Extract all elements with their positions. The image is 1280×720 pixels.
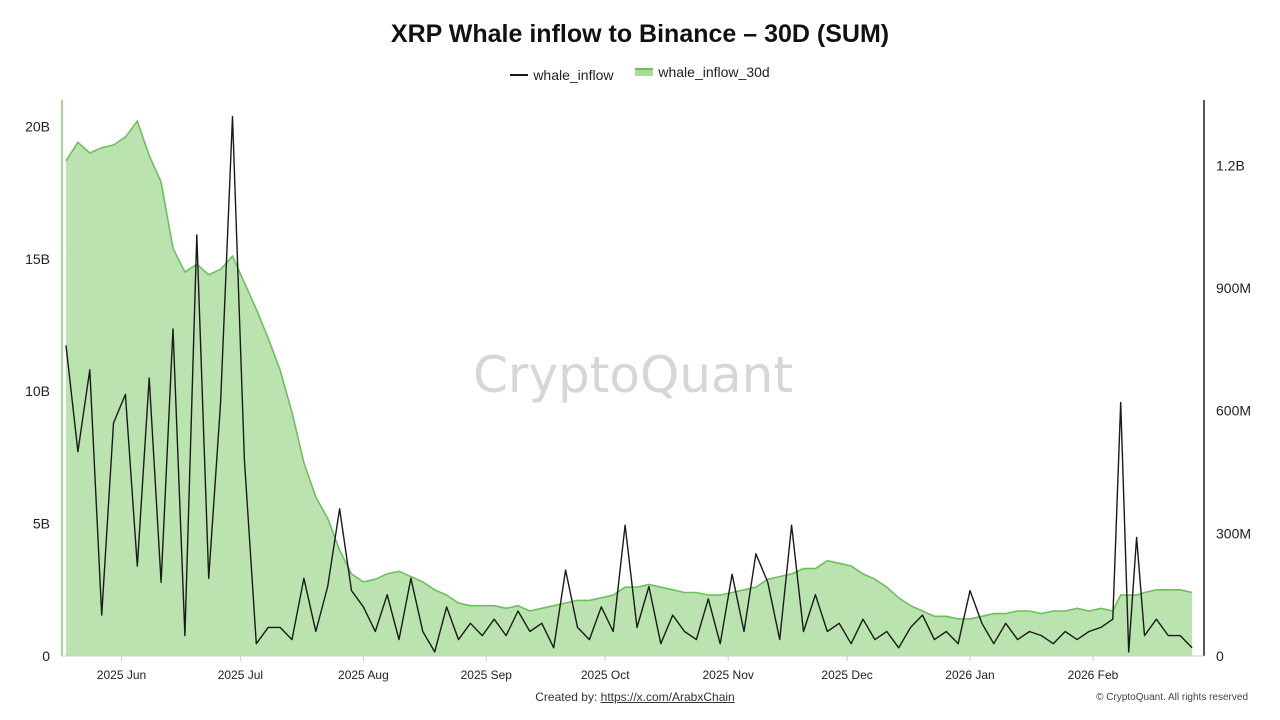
x-tick-label: 2025 Dec [821, 668, 872, 682]
area-series-layer [65, 119, 1193, 656]
footer-copyright: © CryptoQuant. All rights reserved [1096, 692, 1248, 703]
right-tick-label: 300M [1216, 525, 1251, 541]
legend-item-whale-inflow[interactable]: whale_inflow [510, 67, 613, 83]
line-series-layer [65, 115, 1193, 653]
x-tick-label: 2026 Feb [1068, 668, 1119, 682]
legend-label-whale-inflow: whale_inflow [533, 67, 614, 83]
legend-item-whale-inflow-30d[interactable]: whale_inflow_30d [635, 64, 770, 80]
left-tick-label: 20B [25, 119, 50, 135]
legend-label-whale-inflow-30d: whale_inflow_30d [658, 64, 770, 80]
x-tick-label: 2026 Jan [945, 668, 994, 682]
right-tick-label: 900M [1216, 280, 1251, 296]
chart-title: XRP Whale inflow to Binance – 30D (SUM) [390, 20, 890, 48]
x-tick-label: 2025 Oct [581, 668, 630, 682]
area-fill-whale-inflow-30d [66, 121, 1193, 656]
right-tick-label: 0 [1216, 648, 1224, 664]
x-tick-label: 2025 Jul [218, 668, 263, 682]
legend: whale_inflow whale_inflow_30d [0, 63, 1280, 83]
area-line-whale-inflow-30d [65, 119, 1193, 620]
legend-swatch-area [635, 68, 654, 76]
left-tick-label: 15B [25, 251, 50, 267]
left-tick-label: 0 [42, 648, 50, 664]
x-tick-label: 2025 Nov [703, 668, 754, 682]
x-tick-label: 2025 Aug [338, 668, 389, 682]
x-tick-label: 2025 Sep [461, 668, 513, 682]
axes-layer [61, 100, 1205, 657]
watermark-text: CryptoQuant [473, 346, 793, 404]
right-tick-label: 1.2B [1216, 157, 1245, 173]
left-tick-label: 5B [33, 516, 50, 532]
footer-creator-link[interactable]: https://x.com/ArabxChain [600, 690, 735, 704]
line-whale-inflow [65, 115, 1193, 653]
legend-swatch-line [510, 74, 529, 76]
left-tick-label: 10B [25, 383, 50, 399]
tick-labels-layer: 0 5B 10B 15B 20B 0 300M 600M 900M 1.2B 2025 Jun 202… [25, 119, 1251, 683]
right-tick-label: 600M [1216, 403, 1251, 419]
x-tick-label: 2025 Jun [97, 668, 146, 682]
footer-created-by-label: Created by: [535, 690, 598, 704]
footer-credit: Created by: https://x.com/ArabxChain [0, 690, 1270, 704]
